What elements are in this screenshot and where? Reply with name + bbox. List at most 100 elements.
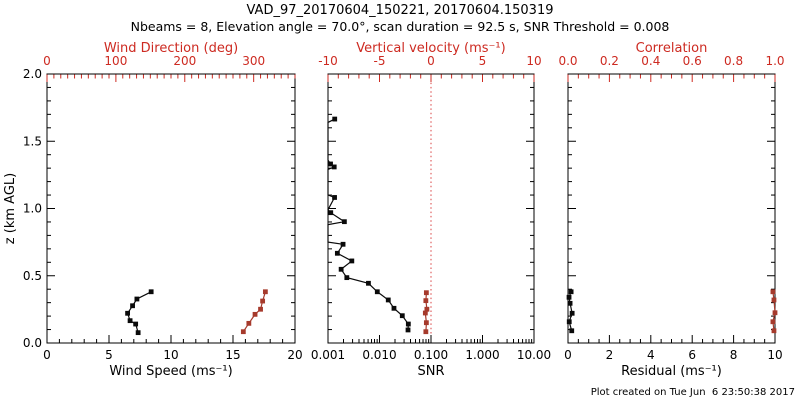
plot-created-timestamp: Plot created on Tue Jun 6 23:50:38 2017 [590,387,795,398]
vertical-velocity-marker [423,320,429,326]
top-axis-ticks [327,74,535,82]
snr-profile-marker [374,289,380,295]
plot-subtitle: Nbeams = 8, Elevation angle = 70.0°, sca… [130,19,670,34]
snr-profile-series [327,116,411,333]
bottom-axis-ticks [567,335,776,343]
top-tick-label: 10 [526,54,541,68]
wind-speed-marker [134,296,140,302]
bottom-tick-label: 8 [730,348,738,362]
residual-marker [566,319,572,325]
snr-profile-marker [405,321,411,327]
snr-profile-marker [366,280,371,286]
vertical-velocity-marker [424,306,430,312]
y-tick-label: 1.0 [23,202,42,216]
plot-title: VAD_97_20170604_150221, 20170604.150319 [246,3,554,18]
correlation-series [770,289,778,334]
bottom-tick-label: 1.000 [465,348,499,362]
bottom-tick-label: 15 [225,348,240,362]
top-tick-label: 0.2 [600,54,619,68]
bottom-tick-label: 0.100 [414,348,448,362]
bottom-tick-label: 4 [647,348,655,362]
bottom-tick-label: 10.00 [517,348,551,362]
bottom-axis-ticks [327,335,535,343]
y-tick-label: 0.0 [23,336,42,350]
snr-profile-marker [334,250,340,256]
bottom-tick-label: 0.010 [362,348,396,362]
bottom-tick-label: 6 [688,348,696,362]
vertical-velocity-marker [423,298,429,304]
top-tick-label: 5 [479,54,487,68]
wind-speed-marker [133,321,139,327]
y-axis-label: z (km AGL) [3,173,18,244]
vertical-velocity-marker [423,290,429,296]
bottom-tick-label: 2 [606,348,614,362]
bottom-tick-label: 0 [43,348,51,362]
wind-direction-marker [258,306,263,312]
wind-direction-marker [262,289,268,295]
top-tick-label: 0 [427,54,435,68]
snr-profile-marker [349,258,355,264]
residual-marker [567,300,573,306]
snr-profile-marker [332,195,337,200]
wind-speed-series [125,289,154,336]
bottom-axis-label: Wind Speed (ms⁻¹) [109,364,232,379]
top-tick-label: -5 [374,54,386,68]
top-axis-label: Correlation [636,41,708,56]
top-tick-label: 0.6 [683,54,702,68]
residual-marker [569,310,575,316]
snr-profile-marker [344,275,350,281]
bottom-tick-label: 20 [287,348,302,362]
snr-profile-marker [338,266,344,272]
vertical-velocity-series [422,290,430,335]
y-axis-ticks [47,73,295,344]
snr-profile-marker [385,297,391,303]
residual-series [566,289,575,334]
y-axis-ticks [328,73,534,344]
wind-frame [46,73,296,344]
top-tick-label: 1.0 [765,54,784,68]
snr-profile-marker [332,116,338,122]
bottom-tick-label: 10 [163,348,178,362]
snr-profile-marker [328,161,333,167]
top-tick-label: 300 [242,54,265,68]
wind-speed-marker [127,318,133,324]
bottom-tick-label: 0.001 [311,348,345,362]
wind-speed-marker [125,310,130,316]
top-tick-label: 0.4 [641,54,660,68]
y-tick-label: 0.5 [23,269,42,283]
bottom-tick-label: 0 [564,348,572,362]
bottom-tick-label: 5 [105,348,113,362]
panel-snr: 0.001 0.010 0.100 1.000 10.00 SNR -10 -5 0 5 10 Ver… [311,41,551,379]
bottom-axis-label: Residual (ms⁻¹) [621,364,722,379]
wind-speed-marker [130,303,135,309]
wind-speed-marker [148,289,154,295]
wind-direction-marker [252,311,258,317]
correlation-marker [770,289,776,295]
top-axis-label: Wind Direction (deg) [104,41,238,56]
snr-profile-line [327,118,409,331]
wind-direction-marker [240,329,246,335]
residual-frame [567,73,776,344]
snr-profile-marker [341,219,347,225]
bottom-tick-label: 10 [767,348,782,362]
residual-marker [566,294,572,300]
snr-profile-marker [399,313,405,319]
y-axis-ticks [568,73,775,344]
top-axis-ticks [567,74,776,82]
wind-direction-marker [260,298,266,304]
top-tick-label: 0.0 [558,54,577,68]
vertical-velocity-marker [422,310,428,316]
top-axis-label: Vertical velocity (ms⁻¹) [356,41,505,56]
top-tick-label: -10 [318,54,338,68]
correlation-marker [772,310,778,316]
top-tick-label: 100 [104,54,127,68]
correlation-marker [771,297,777,303]
residual-marker [568,289,574,295]
correlation-marker [771,328,777,334]
y-tick-label: 2.0 [23,67,42,81]
top-tick-label: 0 [43,54,51,68]
y-tick-label: 1.5 [23,134,42,148]
top-tick-label: 0.8 [724,54,743,68]
